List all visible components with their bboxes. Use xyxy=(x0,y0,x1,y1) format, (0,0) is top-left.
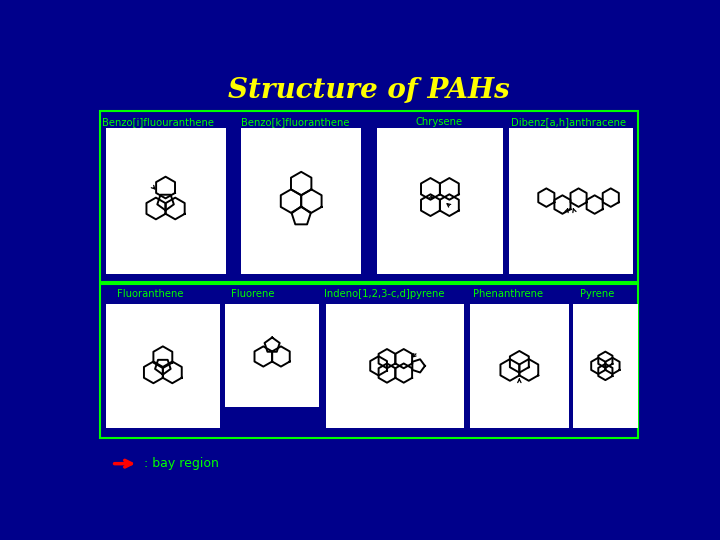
Bar xyxy=(106,303,220,428)
Text: Structure of PAHs: Structure of PAHs xyxy=(228,77,510,104)
Text: Dibenz[a,h]anthracene: Dibenz[a,h]anthracene xyxy=(510,117,626,127)
Bar xyxy=(508,128,632,274)
Text: Benzo[k]fluoranthene: Benzo[k]fluoranthene xyxy=(241,117,350,127)
Bar xyxy=(573,303,638,428)
Bar xyxy=(241,128,361,274)
Bar xyxy=(100,284,638,438)
Text: Fluoranthene: Fluoranthene xyxy=(117,289,184,299)
Bar xyxy=(377,128,503,274)
Text: Pyrene: Pyrene xyxy=(580,289,615,299)
Bar xyxy=(100,111,638,282)
Text: : bay region: : bay region xyxy=(144,457,219,470)
Text: Indeno[1,2,3-c,d]pyrene: Indeno[1,2,3-c,d]pyrene xyxy=(324,289,445,299)
Bar xyxy=(225,303,320,408)
Text: Phenanthrene: Phenanthrene xyxy=(474,289,544,299)
Text: Benzo[i]fluouranthene: Benzo[i]fluouranthene xyxy=(102,117,215,127)
Bar xyxy=(326,303,464,428)
Text: Fluorene: Fluorene xyxy=(231,289,274,299)
Bar xyxy=(469,303,569,428)
Bar xyxy=(106,128,225,274)
Text: Chrysene: Chrysene xyxy=(415,117,462,127)
